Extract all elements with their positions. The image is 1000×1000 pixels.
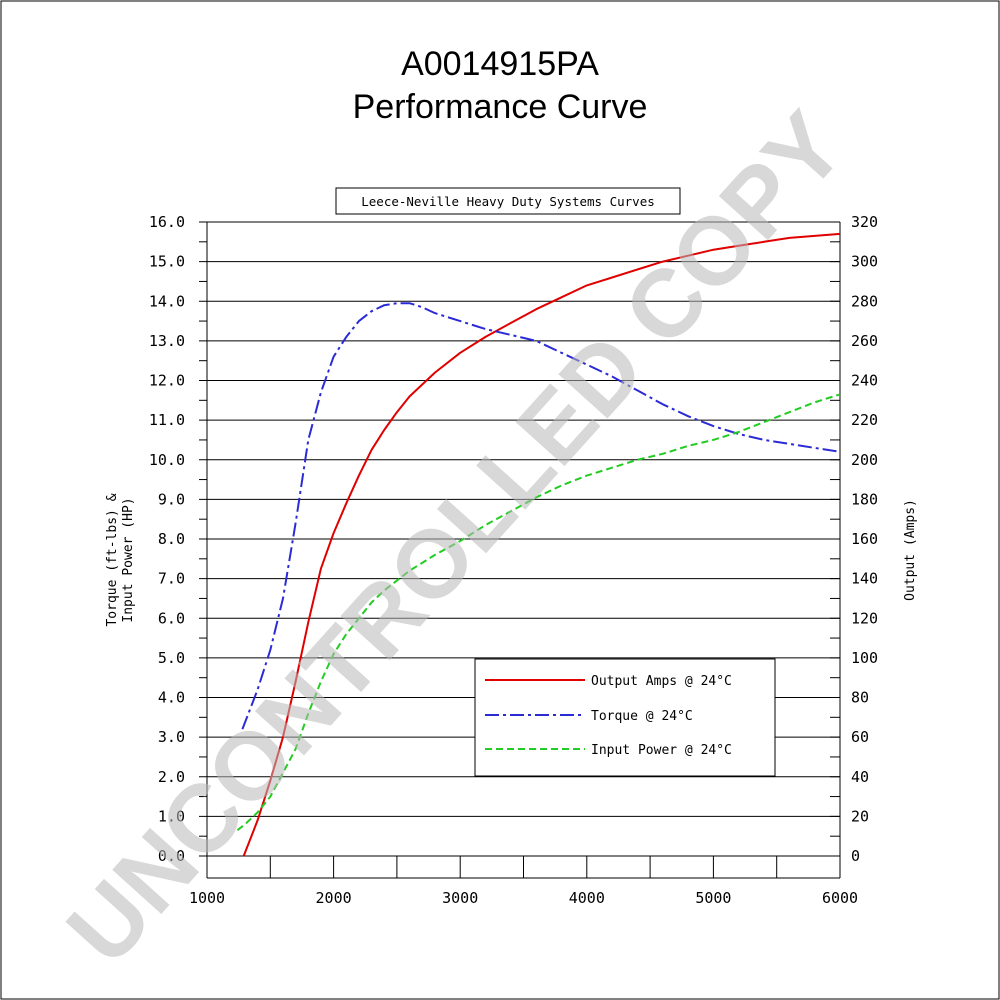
right-tick-label: 220	[851, 411, 878, 429]
left-tick-label: 7.0	[158, 570, 185, 588]
right-tick-label: 60	[851, 728, 869, 746]
left-axis-label-line1: Torque (ft-lbs) &	[105, 493, 120, 626]
right-axis-label: Output (Amps)	[903, 499, 918, 601]
legend-label-torque: Torque @ 24°C	[591, 709, 693, 724]
left-tick-label: 16.0	[149, 213, 185, 231]
left-tick-label: 13.0	[149, 332, 185, 350]
right-tick-label: 20	[851, 807, 869, 825]
left-tick-label: 10.0	[149, 451, 185, 469]
x-tick-label: 3000	[442, 889, 478, 907]
legend: Output Amps @ 24°C Torque @ 24°C Input P…	[474, 658, 776, 777]
x-tick-label: 6000	[822, 889, 858, 907]
legend-label-output-amps: Output Amps @ 24°C	[591, 674, 732, 689]
x-tick-label: 2000	[316, 889, 352, 907]
right-tick-label: 200	[851, 451, 878, 469]
legend-frame	[474, 658, 776, 777]
left-tick-label: 5.0	[158, 649, 185, 667]
right-tick-label: 320	[851, 213, 878, 231]
right-tick-label: 160	[851, 530, 878, 548]
legend-label-input-power: Input Power @ 24°C	[591, 743, 732, 758]
left-tick-label: 0.0	[158, 847, 185, 865]
chart-subtitle: Performance Curve	[353, 88, 648, 126]
right-tick-label: 120	[851, 609, 878, 627]
left-tick-label: 11.0	[149, 411, 185, 429]
right-tick-label: 280	[851, 292, 878, 310]
left-tick-label: 8.0	[158, 530, 185, 548]
x-tick-label: 5000	[695, 889, 731, 907]
left-tick-label: 4.0	[158, 689, 185, 707]
right-tick-label: 260	[851, 332, 878, 350]
x-tick-label: 1000	[189, 889, 225, 907]
right-tick-label: 100	[851, 649, 878, 667]
left-tick-label: 6.0	[158, 609, 185, 627]
right-tick-label: 0	[851, 847, 860, 865]
box-title-frame	[335, 187, 681, 215]
left-axis-label-line2: Input Power (HP)	[121, 497, 136, 622]
right-tick-label: 80	[851, 689, 869, 707]
left-tick-label: 14.0	[149, 292, 185, 310]
chart-title: A0014915PA	[401, 45, 599, 83]
right-tick-label: 140	[851, 570, 878, 588]
left-tick-label: 1.0	[158, 807, 185, 825]
axis-ticks: 0.0 1.0 2.0 3.0 4.0 5.0 6.0 7.0 8.0 9.0 10.0 11.0 12…	[149, 213, 878, 907]
series-lines	[236, 232, 841, 857]
torque-line	[241, 302, 841, 730]
output-amps-line	[242, 232, 841, 857]
right-tick-label: 180	[851, 490, 878, 508]
left-tick-label: 15.0	[149, 253, 185, 271]
right-tick-label: 300	[851, 253, 878, 271]
left-tick-label: 12.0	[149, 372, 185, 390]
box-title: Leece-Neville Heavy Duty Systems Curves	[361, 194, 655, 209]
right-tick-label: 240	[851, 372, 878, 390]
right-tick-label: 40	[851, 768, 869, 786]
left-tick-label: 9.0	[158, 490, 185, 508]
x-tick-label: 4000	[569, 889, 605, 907]
left-tick-label: 2.0	[158, 768, 185, 786]
left-tick-label: 3.0	[158, 728, 185, 746]
